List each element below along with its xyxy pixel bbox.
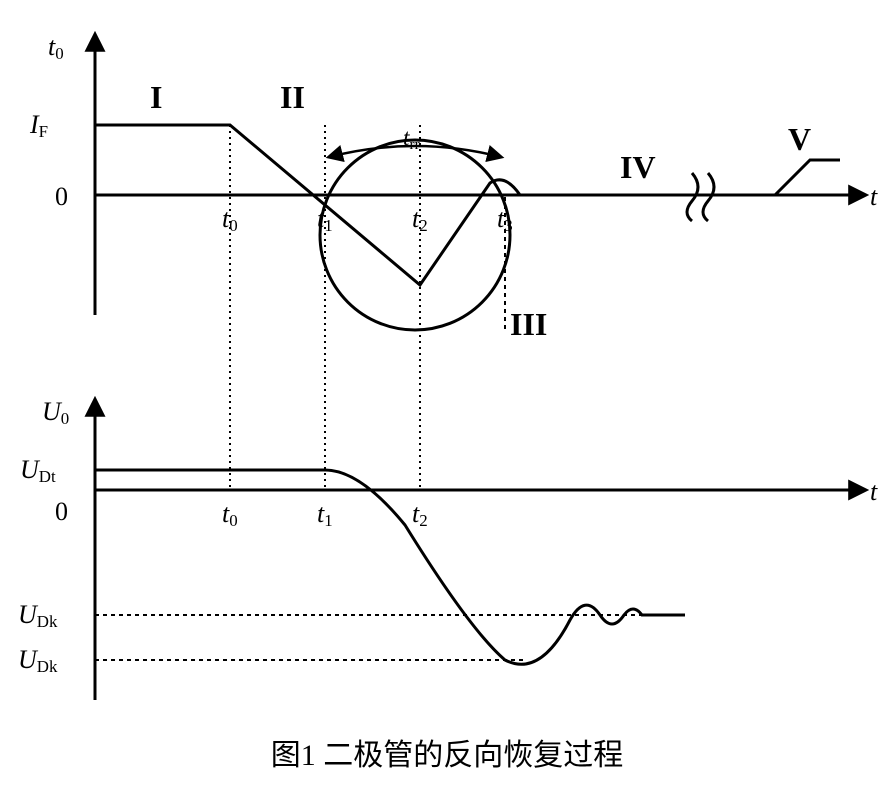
figure-caption: 图1 二极管的反向恢复过程 [271, 739, 624, 772]
region-4: IV [620, 149, 656, 185]
bg [0, 0, 895, 788]
region-3: III [510, 306, 547, 342]
region-1: I [150, 79, 162, 115]
region-2: II [280, 79, 305, 115]
region-5: V [788, 121, 811, 157]
bot-x-label: t [870, 477, 878, 506]
top-x-label: t [870, 182, 878, 211]
top-zero: 0 [55, 182, 68, 211]
bot-zero: 0 [55, 497, 68, 526]
